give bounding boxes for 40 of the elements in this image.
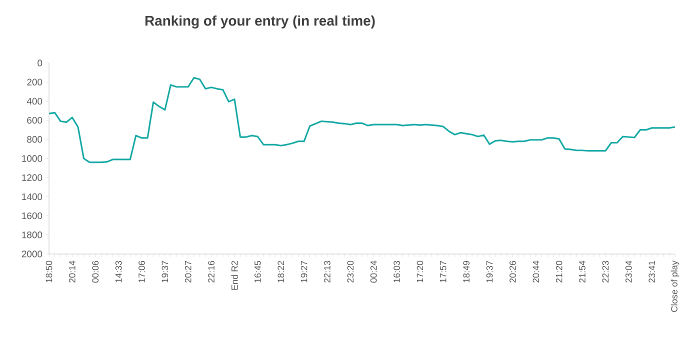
x-tick-label: 18:49: [463, 260, 470, 282]
x-tick-label: 18:22: [278, 260, 284, 282]
x-tick-label: 14:33: [115, 260, 122, 282]
x-tick-label: 00:06: [92, 260, 99, 283]
y-tick-label: 1400: [22, 193, 42, 200]
x-tick-label: 19:37: [162, 260, 168, 282]
x-tick-label: 22:13: [324, 260, 330, 283]
x-tick-label: 23:20: [347, 260, 354, 283]
x-tick-label: 18:50: [46, 260, 52, 282]
x-tick-label: 22:23: [602, 260, 609, 283]
x-tick-label: 23:04: [625, 260, 632, 283]
y-tick-label: 1000: [22, 155, 42, 162]
x-tick-label: 19:37: [486, 260, 493, 282]
x-tick-label: 16:03: [394, 260, 400, 282]
x-tick-label: 17:57: [440, 260, 446, 282]
chart-title: Ranking of your entry (in real time): [145, 15, 375, 29]
x-tick-label: 21:54: [579, 260, 586, 283]
x-tick-label: 00:24: [370, 260, 377, 283]
y-tick-label: 400: [26, 98, 42, 105]
x-tick-label: 16:45: [254, 260, 261, 282]
y-tick-label: 1200: [22, 174, 42, 181]
x-tick-label: 19:27: [300, 260, 308, 282]
y-tick-label: 1600: [22, 212, 42, 220]
x-tick-label: 17:20: [416, 260, 424, 282]
x-tick-label: End R2: [231, 260, 238, 290]
y-tick-label: 0: [38, 60, 42, 66]
x-tick-label: 23:41: [648, 260, 656, 283]
x-tick-label: Close of play: [670, 260, 680, 312]
y-tick-label: 800: [27, 136, 42, 143]
x-tick-label: 22:16: [208, 260, 214, 283]
y-tick-label: 1800: [22, 232, 42, 238]
x-tick-label: 17:06: [138, 260, 145, 282]
x-tick-label: 21:20: [556, 260, 562, 283]
y-tick-label: 2000: [22, 250, 42, 258]
x-tick-label: 20:27: [184, 260, 192, 283]
x-tick-label: 20:14: [69, 260, 76, 283]
x-tick-label: 20:44: [532, 260, 540, 283]
y-tick-label: 200: [27, 78, 42, 86]
x-tick-label: 20:26: [510, 260, 516, 283]
y-tick-label: 600: [27, 116, 42, 124]
